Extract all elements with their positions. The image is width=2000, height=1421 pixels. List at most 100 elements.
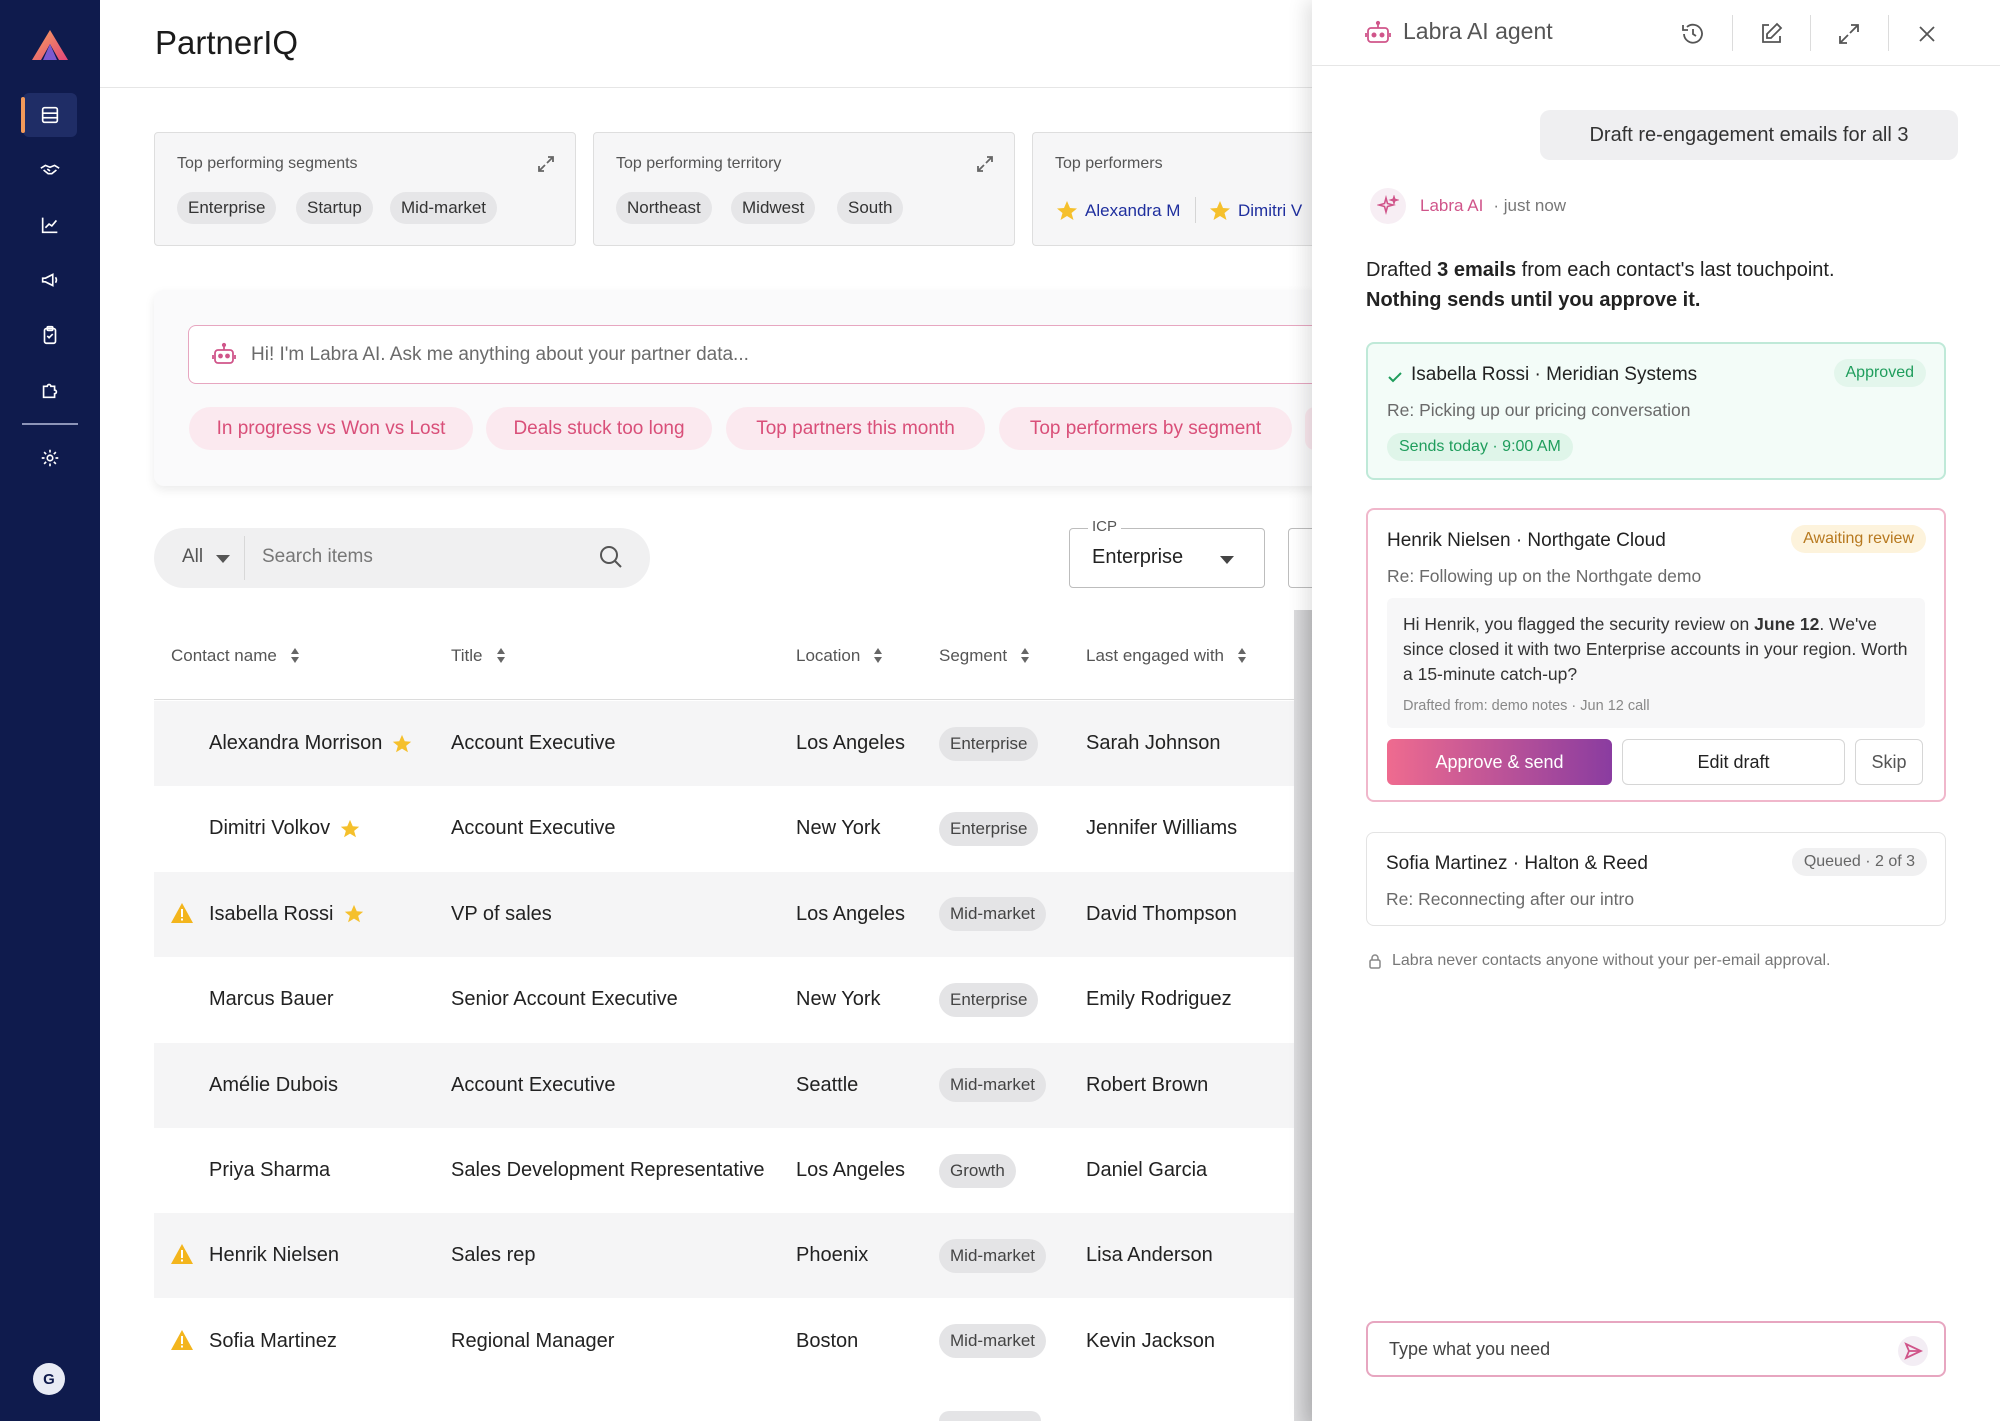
nav-inventory-icon[interactable] [21, 93, 77, 137]
column-header-title[interactable]: Title [451, 646, 507, 666]
territory-chip[interactable]: Midwest [731, 192, 816, 224]
email-recipient: Henrik Nielsen · Northgate Cloud [1387, 530, 1666, 551]
table-row[interactable]: Alexandra Morrison Account Executive Los A… [154, 701, 1314, 786]
send-button[interactable] [1898, 1336, 1928, 1366]
ai-message-text: from each contact's last touchpoint. [1516, 259, 1835, 281]
expand-icon[interactable] [976, 155, 994, 173]
nav-settings-gear-icon[interactable] [23, 436, 77, 480]
nav-campaigns-megaphone-icon[interactable] [23, 258, 77, 302]
column-header-location[interactable]: Location [796, 646, 884, 666]
column-header-contact[interactable]: Contact name [171, 646, 301, 666]
search-icon[interactable] [598, 544, 624, 570]
table-row[interactable]: Amélie Dubois Account Executive Seattle Mid… [154, 1042, 1314, 1128]
suggestion-chip[interactable]: Top partners this month [726, 407, 985, 450]
cell-location: New York [796, 817, 881, 840]
contact-name: Sofia Martinez [209, 1329, 337, 1352]
top-performer-name: Alexandra M [1085, 201, 1181, 220]
nav-integrations-puzzle-icon[interactable] [23, 368, 77, 412]
cell-contact[interactable]: Priya Sharma [209, 1128, 330, 1213]
cell-contact[interactable]: Marcus Bauer [209, 957, 334, 1042]
ai-message-meta: Labra AI · just now [1370, 188, 1566, 224]
column-header-segment[interactable]: Segment [939, 646, 1031, 666]
email-card-queued[interactable]: Sofia Martinez · Halton & Reed Queued · … [1366, 832, 1946, 926]
sort-icon[interactable] [496, 648, 507, 664]
email-card-approved[interactable]: Isabella Rossi · Meridian Systems Approv… [1366, 342, 1946, 480]
expand-icon[interactable] [1836, 21, 1862, 47]
draft-text-part: Hi Henrik, you flagged the security revi… [1403, 614, 1755, 634]
history-icon[interactable] [1680, 21, 1706, 47]
chat-input[interactable]: Type what you need [1366, 1321, 1946, 1377]
warning-icon [171, 1329, 193, 1350]
draft-text: Hi Henrik, you flagged the security revi… [1403, 612, 1913, 687]
cell-segment: Mid-market [939, 1213, 1047, 1298]
table-row[interactable]: Marcus Bauer Senior Account Executive New … [154, 957, 1314, 1042]
nav-tasks-clipboard-icon[interactable] [23, 313, 77, 357]
second-filter-select[interactable] [1288, 528, 1318, 588]
star-icon [344, 905, 363, 923]
scope-dropdown[interactable]: All [182, 546, 204, 567]
cell-contact[interactable]: Isabella Rossi [209, 872, 365, 957]
search-input[interactable]: Search items [262, 546, 373, 567]
approve-send-button[interactable]: Approve & send [1387, 739, 1612, 785]
cell-contact[interactable]: Henrik Nielsen [209, 1213, 339, 1298]
cell-last-engaged: Lisa Anderson [1086, 1244, 1213, 1267]
labra-logo-icon[interactable] [30, 28, 70, 62]
table-scroll-strip[interactable] [1294, 610, 1312, 1421]
column-header-last-engaged[interactable]: Last engaged with [1086, 646, 1248, 666]
edit-draft-button[interactable]: Edit draft [1622, 739, 1845, 785]
caret-down-icon[interactable] [216, 555, 230, 563]
email-card-awaiting[interactable]: Henrik Nielsen · Northgate Cloud Awaitin… [1366, 508, 1946, 802]
top-performer[interactable]: Dimitri V [1208, 199, 1302, 223]
contact-name: Alexandra Morrison [209, 732, 383, 754]
cell-contact[interactable]: Alexandra Morrison [209, 701, 413, 786]
table-row[interactable]: Isabella Rossi VP of sales Los Angeles Mid-… [154, 871, 1314, 957]
cell-segment: Enterprise [939, 701, 1039, 786]
suggestion-chip[interactable]: Top performers by segment [999, 407, 1292, 450]
cell-title: Account Executive [451, 817, 616, 840]
suggestion-chip[interactable]: Deals stuck too long [486, 407, 712, 450]
top-performer[interactable]: Alexandra M [1055, 199, 1180, 223]
table-row[interactable]: Dimitri Volkov Account Executive New York E… [154, 786, 1314, 871]
territory-chip[interactable]: South [837, 192, 904, 224]
segment-chip[interactable]: Enterprise [177, 192, 277, 224]
performers-card-title: Top performers [1055, 155, 1163, 172]
cell-contact[interactable]: Amélie Dubois [209, 1043, 338, 1128]
table-row[interactable]: Henrik Nielsen Sales rep Phoenix Mid-market… [154, 1213, 1314, 1299]
cell-location: Seattle [796, 1073, 859, 1096]
caret-down-icon[interactable] [1220, 556, 1234, 564]
ai-ask-input[interactable]: Hi! I'm Labra AI. Ask me anything about … [188, 325, 1318, 384]
cell-title: Account Executive [451, 1073, 616, 1096]
territory-chip[interactable]: Northeast [616, 192, 712, 224]
draft-body[interactable]: Hi Henrik, you flagged the security revi… [1387, 598, 1925, 728]
skip-button[interactable]: Skip [1855, 739, 1923, 785]
search-bar: All Search items [154, 528, 650, 588]
segment-chip[interactable]: Startup [296, 192, 373, 224]
schedule-badge: Sends today · 9:00 AM [1387, 433, 1573, 461]
sort-icon[interactable] [874, 648, 884, 664]
cell-last-engaged: Emily Rodriguez [1086, 988, 1232, 1011]
cell-contact[interactable]: Sofia Martinez [209, 1299, 337, 1384]
user-avatar[interactable]: G [33, 1363, 65, 1395]
status-badge: Queued · 2 of 3 [1791, 848, 1927, 876]
suggestion-chip-clipped[interactable] [1305, 407, 1315, 450]
sort-icon[interactable] [290, 648, 301, 664]
edit-icon[interactable] [1758, 21, 1784, 47]
email-subject: Re: Following up on the Northgate demo [1387, 566, 1702, 586]
segment-chip[interactable]: Mid-market [390, 192, 498, 224]
icp-select[interactable]: ICP Enterprise [1069, 518, 1265, 588]
expand-icon[interactable] [537, 155, 555, 173]
segment-badge-clipped [939, 1411, 1041, 1421]
nav-partners-handshake-icon[interactable] [23, 148, 77, 192]
cell-last-engaged: Sarah Johnson [1086, 732, 1221, 754]
contact-name: Priya Sharma [209, 1159, 331, 1181]
close-icon[interactable] [1914, 21, 1940, 47]
sort-icon[interactable] [1021, 648, 1031, 664]
suggestion-chip[interactable]: In progress vs Won vs Lost [189, 407, 473, 450]
table-row[interactable]: Sofia Martinez Regional Manager Boston Mid-… [154, 1299, 1314, 1384]
ai-message-text: Drafted [1366, 259, 1438, 281]
nav-analytics-icon[interactable] [23, 203, 77, 247]
sort-icon[interactable] [1238, 648, 1248, 664]
table-row[interactable]: Priya Sharma Sales Development Representa… [154, 1128, 1314, 1213]
cell-contact[interactable]: Dimitri Volkov [209, 786, 361, 871]
ai-message-bold: 3 emails [1437, 259, 1517, 281]
